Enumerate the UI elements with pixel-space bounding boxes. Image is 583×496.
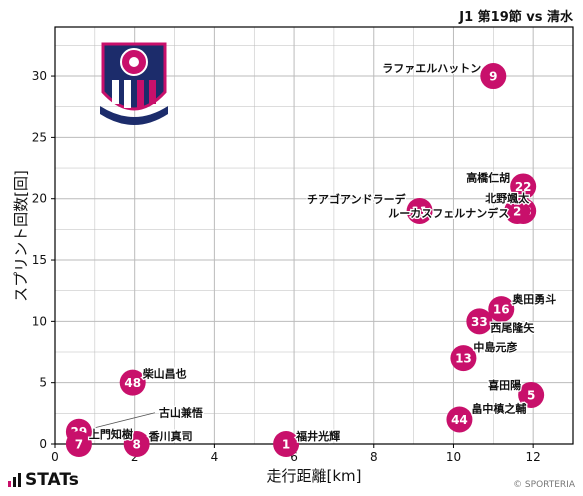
player-marker: [123, 431, 150, 457]
data-points: 922113821633134854429781: [65, 63, 545, 457]
player-number: 9: [489, 70, 497, 84]
x-tick-label: 2: [131, 450, 139, 464]
player-marker: [450, 345, 477, 372]
y-tick-label: 15: [32, 253, 47, 267]
player-number: 7: [75, 438, 83, 452]
player-marker: [446, 406, 473, 433]
player-marker: [518, 381, 545, 408]
y-tick-label: 10: [32, 314, 47, 328]
player-marker: [504, 197, 531, 224]
x-axis-label: 走行距離[km]: [266, 467, 361, 485]
y-tick-label: 20: [32, 192, 47, 206]
y-tick-label: 30: [32, 69, 47, 83]
player-name-label: 喜田陽: [488, 378, 521, 392]
player-name-label: 奥田勇斗: [511, 292, 556, 306]
player-name-label: 畠中槙之輔: [471, 401, 526, 415]
player-marker: [480, 63, 507, 90]
player-marker: [273, 431, 300, 457]
player-marker: [119, 369, 146, 396]
brand-label: STATs: [25, 470, 79, 490]
player-marker: [510, 173, 537, 200]
player-name-label: 中島元彦: [473, 340, 517, 354]
player-name-label: 福井光輝: [295, 429, 340, 443]
player-marker: [488, 296, 515, 323]
player-number: 16: [493, 303, 510, 317]
player-name-label: 香川真司: [148, 429, 193, 443]
x-tick-label: 10: [446, 450, 461, 464]
stats-brand-logo: STATs: [8, 470, 79, 490]
player-name-label: チアゴアンドラーデ: [307, 192, 407, 206]
player-name-label: 北野颯太: [485, 191, 530, 205]
player-name-label: 古山兼悟: [159, 406, 203, 420]
y-axis-label: スプリント回数[回]: [12, 170, 30, 302]
player-number: 2: [513, 204, 521, 218]
player-name-label: ラファエルハットン: [382, 62, 481, 75]
copyright-credit: © SPORTERIA: [513, 480, 575, 490]
player-number: 13: [455, 352, 472, 366]
player-name-label: ルーカスフェルナンデス: [388, 206, 509, 220]
player-number: 5: [527, 388, 535, 402]
y-tick-label: 25: [32, 130, 47, 144]
player-marker: [65, 431, 92, 457]
plot-frame: [54, 26, 574, 445]
x-tick-label: 8: [370, 450, 378, 464]
player-number: 33: [471, 315, 488, 329]
y-tick-label: 0: [39, 437, 47, 451]
x-tick-label: 0: [51, 450, 59, 464]
bars-icon: [8, 473, 21, 487]
player-number: 8: [133, 438, 141, 452]
x-tick-label: 12: [526, 450, 541, 464]
player-number: 22: [515, 180, 532, 194]
player-number: 11: [411, 204, 428, 218]
player-marker: [466, 308, 493, 335]
player-name-label: 高橋仁胡: [466, 170, 510, 184]
player-name-label: 上門知樹: [89, 427, 133, 441]
player-marker: [406, 197, 433, 224]
player-number: 1: [282, 438, 290, 452]
y-tick-label: 5: [39, 376, 47, 390]
player-number: 48: [124, 376, 141, 390]
player-name-label: 西尾隆矢: [490, 320, 535, 334]
chart-title: J1 第19節 vs 清水: [459, 10, 573, 25]
x-tick-label: 4: [211, 450, 219, 464]
player-name-label: 柴山昌也: [142, 367, 187, 381]
player-number: 44: [451, 413, 468, 427]
x-tick-label: 6: [290, 450, 298, 464]
club-crest-logo: [100, 42, 168, 125]
leader-line: [94, 412, 156, 429]
